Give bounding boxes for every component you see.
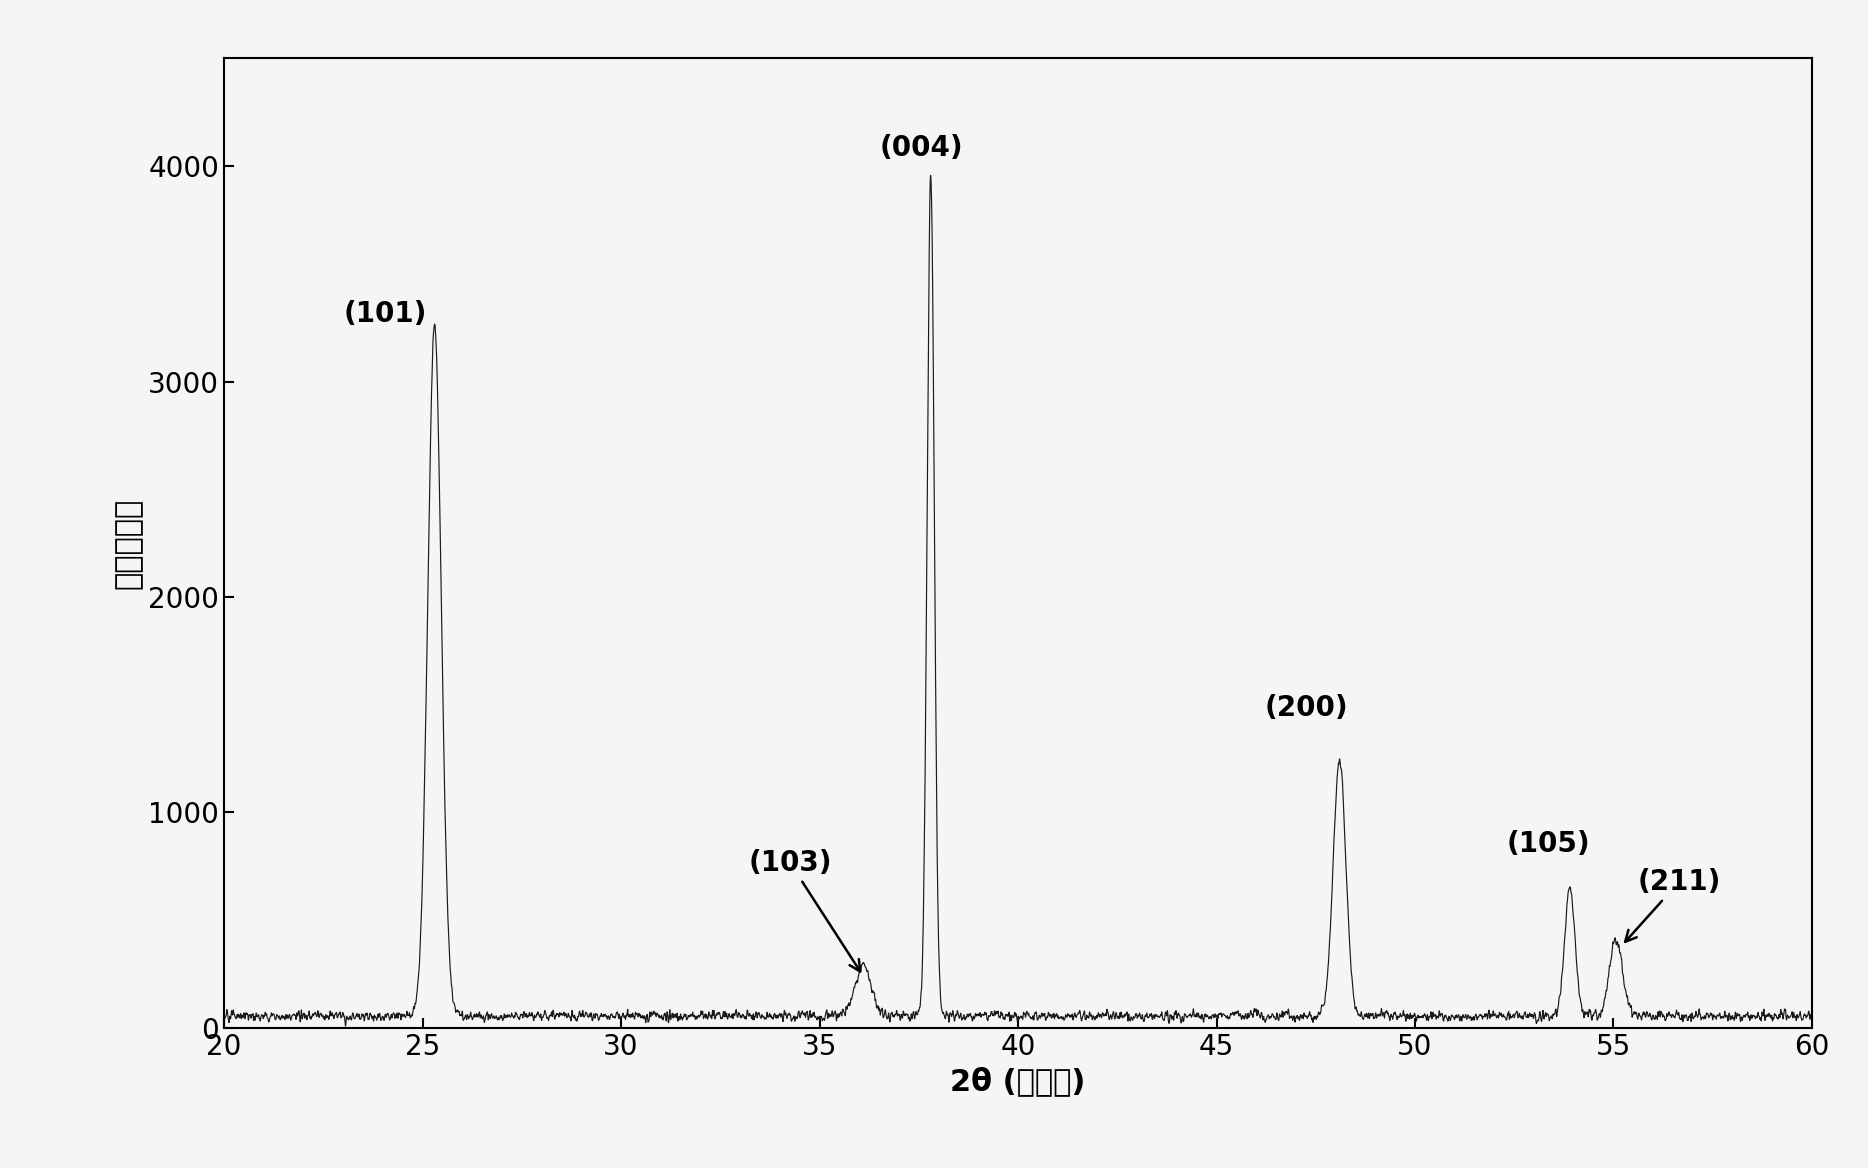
Text: (004): (004) xyxy=(880,134,962,162)
Text: (211): (211) xyxy=(1625,868,1720,941)
Text: (200): (200) xyxy=(1265,694,1349,722)
Y-axis label: 衍射峰强度: 衍射峰强度 xyxy=(114,498,142,589)
Text: (105): (105) xyxy=(1506,829,1590,857)
Text: (101): (101) xyxy=(344,300,426,328)
X-axis label: 2θ (衍射角): 2θ (衍射角) xyxy=(951,1066,1085,1096)
Text: (103): (103) xyxy=(747,849,861,972)
